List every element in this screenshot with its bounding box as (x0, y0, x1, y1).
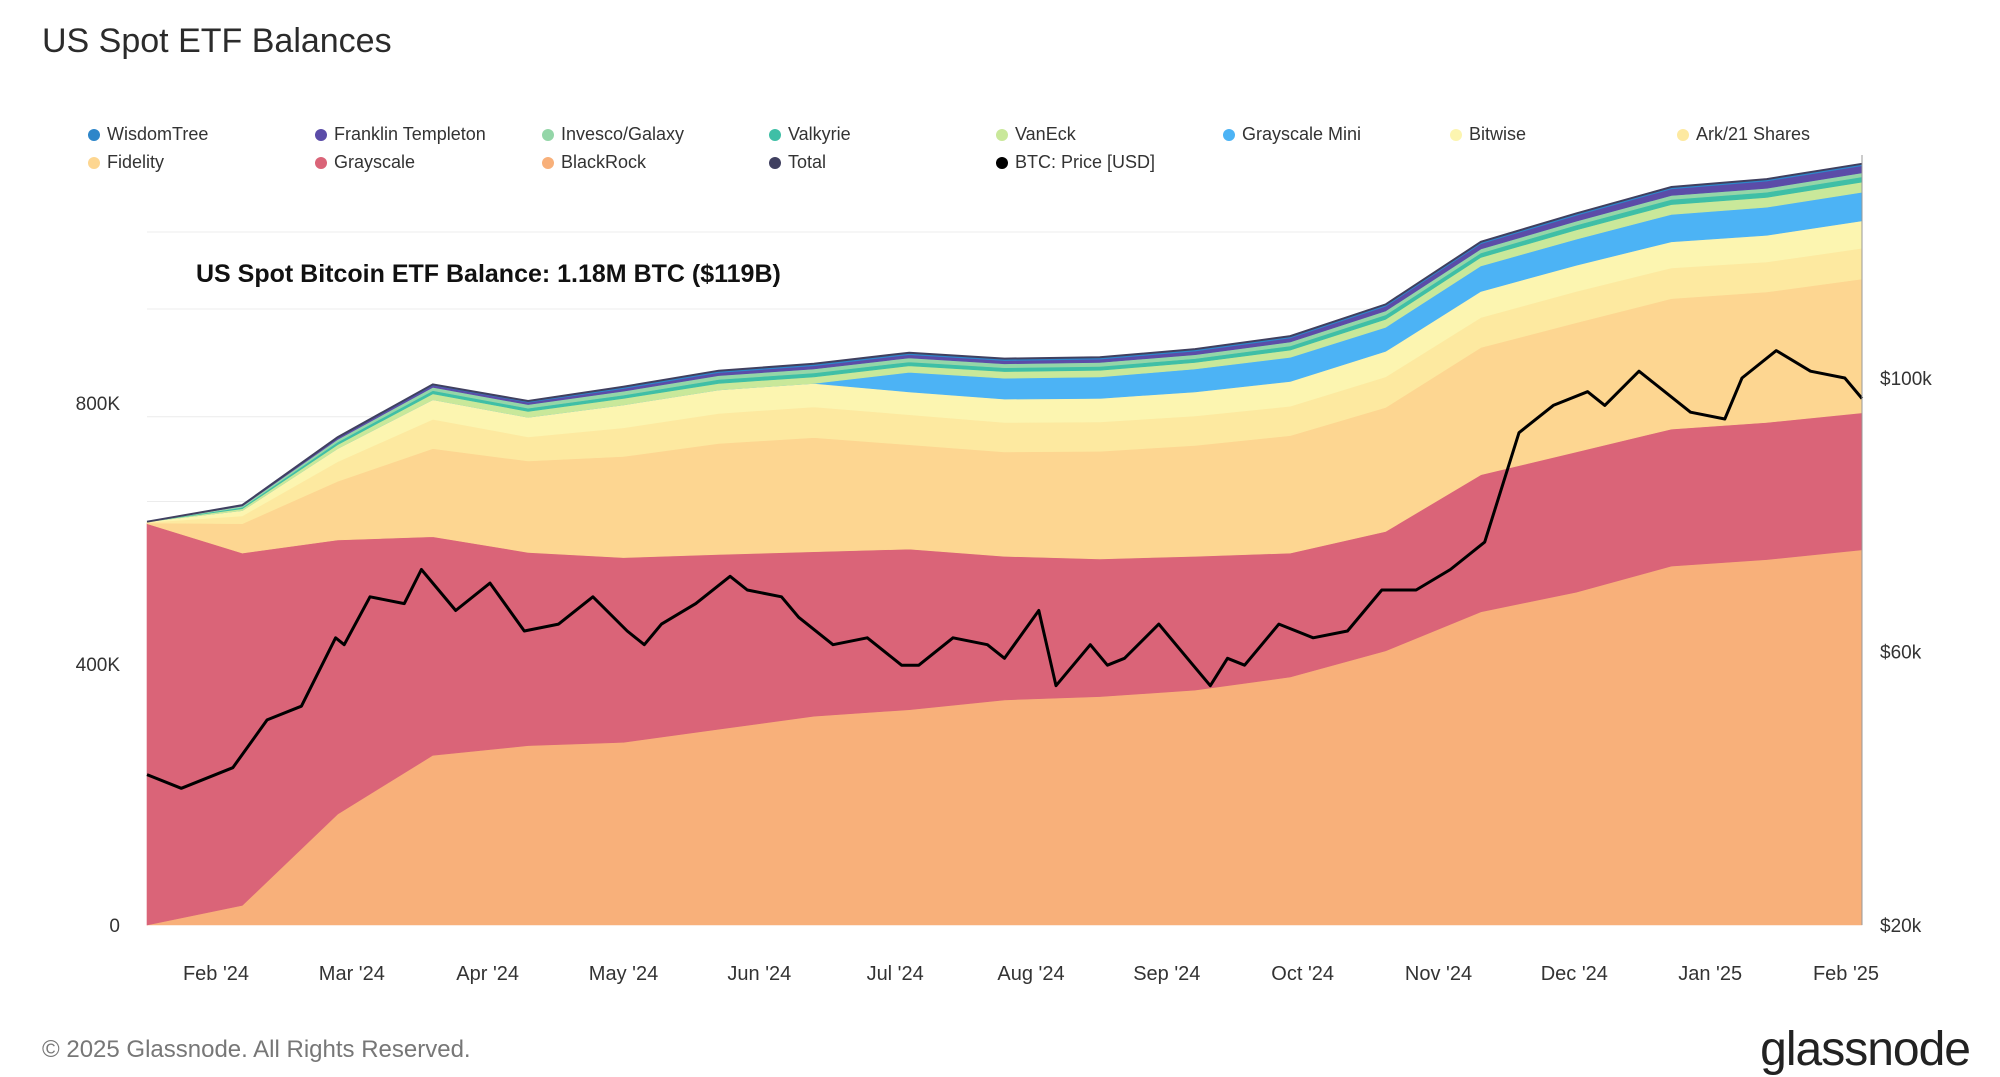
page-title: US Spot ETF Balances (42, 22, 392, 60)
legend-item[interactable]: Franklin Templeton (315, 124, 486, 145)
legend-item[interactable]: Grayscale (315, 152, 415, 173)
legend-item[interactable]: Ark/21 Shares (1677, 124, 1810, 145)
x-tick-label: Mar '24 (319, 963, 385, 985)
legend-marker (315, 129, 327, 141)
y-tick-label: 0 (109, 916, 120, 937)
legend-label: Fidelity (107, 152, 165, 172)
y2-tick-label: $20k (1880, 916, 1922, 937)
legend-item[interactable]: Valkyrie (769, 124, 851, 145)
legend-item[interactable]: Bitwise (1450, 124, 1526, 145)
x-tick-label: Oct '24 (1271, 963, 1334, 985)
legend-item[interactable]: Invesco/Galaxy (542, 124, 684, 145)
legend-marker (88, 129, 100, 141)
legend-label: Franklin Templeton (334, 124, 486, 144)
x-tick-label: May '24 (589, 963, 658, 985)
legend-marker (1677, 129, 1689, 141)
x-tick-label: Sep '24 (1133, 963, 1200, 985)
glassnode-logo: glassnode (1760, 1023, 1971, 1076)
legend-label: Invesco/Galaxy (561, 124, 685, 144)
legend-marker (542, 157, 554, 169)
legend-label: Valkyrie (788, 124, 851, 144)
legend-item[interactable]: VanEck (996, 124, 1076, 145)
legend-marker (1223, 129, 1235, 141)
legend-marker (996, 157, 1008, 169)
legend-item[interactable]: WisdomTree (88, 124, 208, 145)
legend-label: BTC: Price [USD] (1015, 152, 1156, 172)
legend-marker (769, 157, 781, 169)
x-tick-label: Nov '24 (1405, 963, 1472, 985)
legend-item[interactable]: Total (769, 152, 826, 173)
y-tick-label: 400K (76, 655, 121, 676)
x-tick-label: Dec '24 (1541, 963, 1608, 985)
legend-item[interactable]: Fidelity (88, 152, 164, 173)
legend-label: Bitwise (1469, 124, 1527, 144)
legend-item[interactable]: Grayscale Mini (1223, 124, 1361, 145)
y2-tick-label: $60k (1880, 643, 1922, 664)
legend-marker (769, 129, 781, 141)
legend-item[interactable]: BlackRock (542, 152, 646, 173)
legend-label: Grayscale (334, 152, 416, 172)
x-tick-label: Jan '25 (1678, 963, 1742, 985)
legend-label: VanEck (1015, 124, 1076, 144)
total-line (146, 162, 1863, 523)
legend-label: Total (788, 152, 827, 172)
legend-label: BlackRock (561, 152, 647, 172)
chart-title: US Spot Bitcoin ETF Balance: 1.18M BTC (… (196, 260, 781, 288)
btc-price-line (146, 349, 1864, 790)
legend-label: WisdomTree (107, 124, 209, 144)
x-tick-label: Jul '24 (867, 963, 924, 985)
legend-marker (88, 157, 100, 169)
footer-copyright: © 2025 Glassnode. All Rights Reserved. (42, 1036, 471, 1063)
legend-marker (542, 129, 554, 141)
x-tick-label: Jun '24 (727, 963, 791, 985)
legend-item[interactable]: BTC: Price [USD] (996, 152, 1155, 173)
legend-marker (315, 157, 327, 169)
x-tick-label: Feb '24 (183, 963, 249, 985)
legend-marker (1450, 129, 1462, 141)
x-tick-label: Feb '25 (1813, 963, 1879, 985)
x-tick-label: Apr '24 (456, 963, 519, 985)
legend-label: Grayscale Mini (1242, 124, 1362, 144)
x-tick-label: Aug '24 (997, 963, 1064, 985)
legend-label: Ark/21 Shares (1696, 124, 1811, 144)
legend-marker (996, 129, 1008, 141)
y-tick-label: 800K (76, 394, 121, 415)
y2-tick-label: $100k (1880, 369, 1932, 390)
